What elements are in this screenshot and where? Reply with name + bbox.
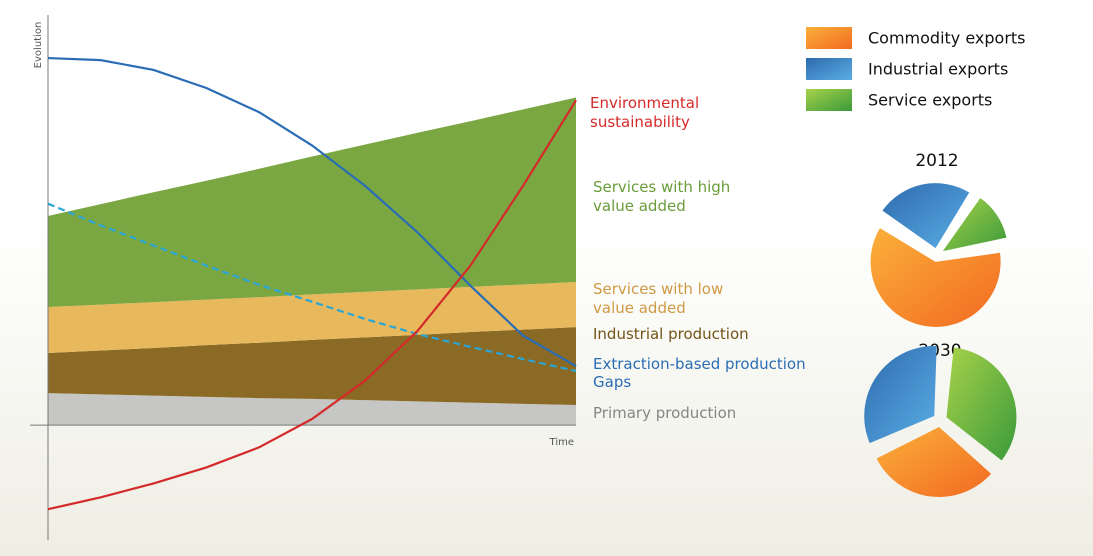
area <box>48 393 576 426</box>
legend-swatch <box>806 89 852 111</box>
legend-swatch <box>806 58 852 80</box>
line-label: Gaps <box>593 373 632 391</box>
y-axis-label: Evolution <box>33 22 44 69</box>
area-label: Industrial production <box>593 325 749 343</box>
area-label: Primary production <box>593 404 737 422</box>
legend-label: Industrial exports <box>868 60 1008 79</box>
x-axis-label: Time <box>549 437 574 448</box>
line <box>47 99 577 511</box>
area-label: Services with low value added <box>593 280 724 317</box>
legend-swatch <box>806 27 852 49</box>
legend-label: Commodity exports <box>868 29 1026 48</box>
pie-slice <box>946 347 1017 461</box>
pie-slice <box>876 426 992 497</box>
pie-title: 2012 <box>915 151 958 171</box>
line-label: Extraction-based production <box>593 355 806 373</box>
legend-label: Service exports <box>868 91 992 110</box>
pie-slice <box>882 183 970 249</box>
line-label: Environmental sustainability <box>590 94 700 131</box>
pie-slice <box>942 198 1007 252</box>
line <box>47 56 577 368</box>
pie-slice <box>870 228 1001 327</box>
area <box>48 97 576 308</box>
line <box>47 202 577 373</box>
pie-slice <box>864 346 937 444</box>
area-label: Services with high value added <box>593 178 731 215</box>
